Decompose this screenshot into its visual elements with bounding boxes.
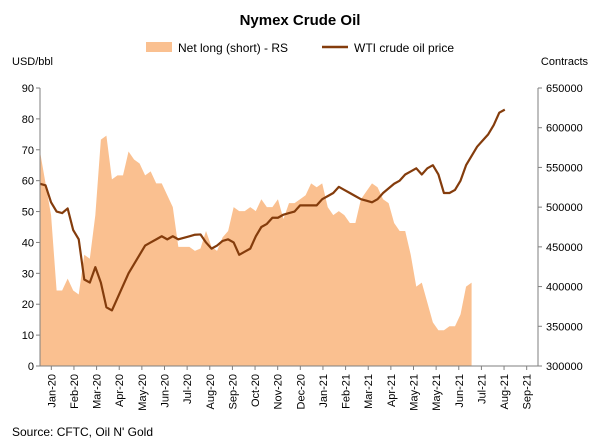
y-right-tick-label: 300000 <box>546 361 583 373</box>
y-left-tick-label: 60 <box>22 176 34 188</box>
x-tick-label: Nov-20 <box>273 374 285 409</box>
plot-area <box>39 88 539 367</box>
x-tick-label: Apr-21 <box>386 374 398 407</box>
legend-label-wti: WTI crude oil price <box>354 41 454 55</box>
y-left-tick-label: 30 <box>22 268 34 280</box>
x-tick-label: Jun-21 <box>454 374 466 408</box>
net-long-area <box>40 135 472 366</box>
x-tick-label: Jun-20 <box>160 374 172 408</box>
source-note: Source: CFTC, Oil N' Gold <box>12 425 153 439</box>
legend-swatch-net-long <box>146 42 172 52</box>
left-axis-unit: USD/bbl <box>12 56 53 68</box>
y-right-tick-label: 350000 <box>546 321 583 333</box>
x-tick-label: Mar-21 <box>363 374 375 409</box>
x-tick-label: May-21 <box>409 374 421 411</box>
x-tick-label: Jul-21 <box>476 374 488 404</box>
x-tick-label: Dec-20 <box>295 374 307 409</box>
x-tick-label: Feb-20 <box>69 374 81 409</box>
x-tick-label: Jan-21 <box>318 374 330 408</box>
y-right-tick-label: 450000 <box>546 242 583 254</box>
y-left-tick-label: 0 <box>28 361 34 373</box>
x-tick-label: May-21 <box>431 374 443 411</box>
x-tick-label: Jul-20 <box>182 374 194 404</box>
y-left-tick-label: 20 <box>22 299 34 311</box>
y-left-tick-label: 80 <box>22 114 34 126</box>
y-right-tick-label: 600000 <box>546 123 583 135</box>
wti-price-line <box>39 108 506 312</box>
x-tick-label: Aug-21 <box>499 374 511 409</box>
y-right-tick-label: 500000 <box>546 202 583 214</box>
y-right-tick-label: 400000 <box>546 282 583 294</box>
y-left-tick-label: 10 <box>22 330 34 342</box>
y-left-tick-label: 40 <box>22 237 34 249</box>
y-right-tick-label: 550000 <box>546 162 583 174</box>
x-tick-label: Jan-20 <box>46 374 58 408</box>
x-tick-label: Mar-20 <box>92 374 104 409</box>
y-axis-left: 0 10 20 30 40 50 60 70 80 90 <box>22 83 40 373</box>
y-left-tick-label: 50 <box>22 207 34 219</box>
x-tick-label: Feb-21 <box>341 374 353 409</box>
chart-title: Nymex Crude Oil <box>240 12 361 29</box>
x-tick-label: Apr-20 <box>114 374 126 407</box>
right-axis-unit: Contracts <box>541 56 589 68</box>
legend: Net long (short) - RS WTI crude oil pric… <box>146 41 454 55</box>
y-left-tick-label: 70 <box>22 145 34 157</box>
x-tick-label: Oct-20 <box>250 374 262 407</box>
x-tick-label: May-20 <box>137 374 149 411</box>
y-right-tick-label: 650000 <box>546 83 583 95</box>
x-tick-label: Sep-21 <box>522 374 534 409</box>
legend-label-net-long: Net long (short) - RS <box>178 41 288 55</box>
y-left-tick-label: 90 <box>22 83 34 95</box>
x-axis: Jan-20 Feb-20 Mar-20 Apr-20 May-20 Jun-20 Jul-… <box>46 366 534 411</box>
x-tick-label: Sep-20 <box>227 374 239 409</box>
y-axis-right: 300000 350000 400000 450000 500000 550000 6000… <box>538 83 583 373</box>
x-tick-label: Aug-20 <box>205 374 217 409</box>
